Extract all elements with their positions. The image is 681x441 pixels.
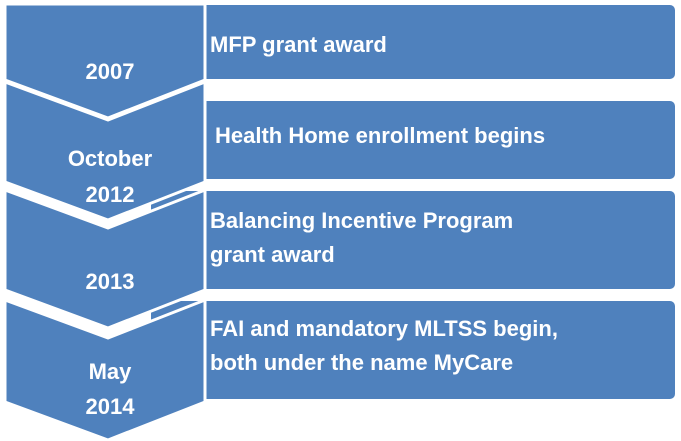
date-label: October — [68, 146, 153, 171]
event-text: both under the name MyCare — [210, 350, 513, 375]
chevron — [3, 2, 207, 120]
date-label: 2014 — [86, 394, 136, 419]
chevron — [3, 80, 207, 222]
event-text: Health Home enrollment begins — [215, 123, 545, 148]
date-label: 2012 — [86, 182, 135, 207]
event-text: grant award — [210, 242, 335, 267]
chevron — [3, 188, 207, 330]
event-box — [149, 189, 677, 291]
date-label: 2007 — [86, 59, 135, 84]
event-text: FAI and mandatory MLTSS begin, — [210, 316, 558, 341]
event-text: Balancing Incentive Program — [210, 208, 513, 233]
date-label: 2013 — [86, 269, 135, 294]
chevron — [3, 298, 207, 441]
date-label: May — [89, 359, 133, 384]
event-text: MFP grant award — [210, 32, 387, 57]
